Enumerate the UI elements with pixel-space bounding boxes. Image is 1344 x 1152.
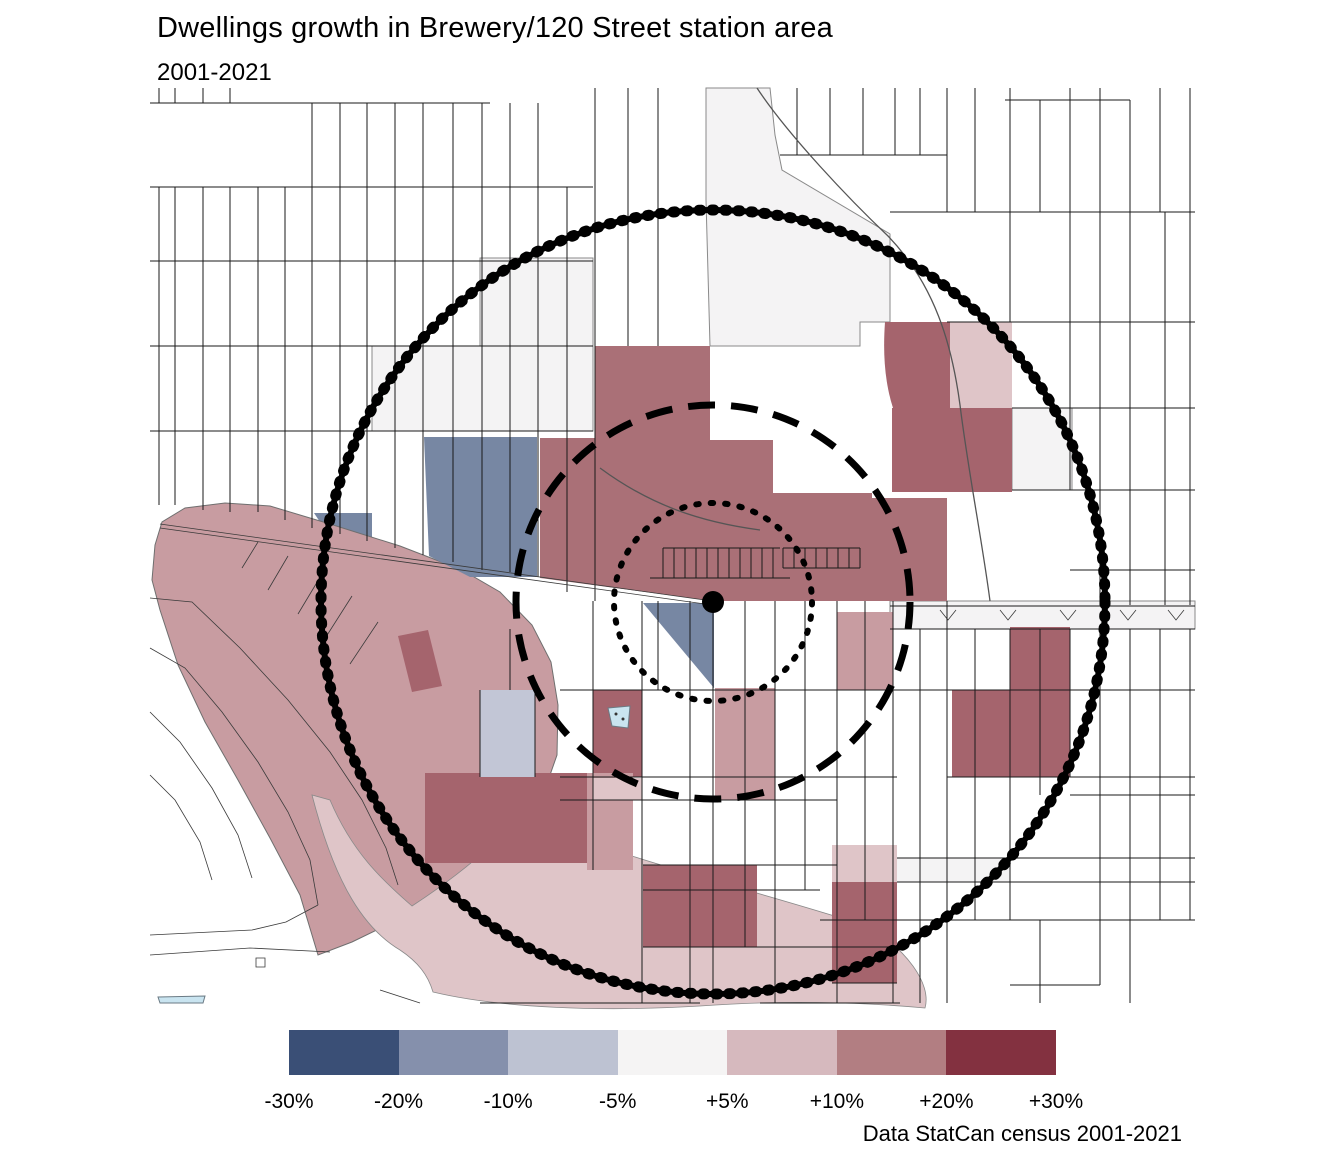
legend-swatch-3 (617, 1030, 728, 1075)
block-decline-large (424, 437, 537, 577)
outer-ring-bead-texture (315, 204, 1111, 1000)
legend-break-label: -20% (374, 1090, 424, 1113)
choropleth-legend (289, 1030, 1057, 1075)
pond-dot (621, 717, 625, 721)
legend-break-label: -30% (264, 1090, 314, 1113)
legend-break-label: +30% (1028, 1090, 1084, 1113)
block-strong-growth (593, 690, 642, 777)
block-strong-growth (643, 865, 757, 947)
legend-swatch-0 (289, 1030, 399, 1075)
legend-break-label: +5% (705, 1090, 749, 1113)
legend-swatch-2 (508, 1030, 618, 1075)
block-strong-growth (952, 690, 1070, 777)
block-strong-growth (398, 630, 442, 692)
legend-swatch-5 (836, 1030, 947, 1075)
block-decline-triangle (643, 603, 714, 688)
page-title: Dwellings growth in Brewery/120 Street s… (157, 12, 833, 44)
legend-break-label: -5% (599, 1090, 637, 1113)
inner-dotted-ring (611, 500, 815, 704)
legend-break-label: +10% (809, 1090, 864, 1113)
block-strong-growth (425, 773, 587, 863)
station-area-growth-region (540, 346, 947, 601)
page-subtitle: 2001-2021 (157, 59, 272, 86)
pond (607, 705, 631, 729)
block-strong-growth (884, 322, 950, 408)
legend-swatch-1 (398, 1030, 509, 1075)
station-marker (702, 591, 724, 613)
middle-dashed-ring (512, 401, 914, 803)
legend-break-label: +20% (919, 1090, 974, 1113)
legend-break-labels: -30% -20% -10% -5% +5% +10% +20% +30% (264, 1090, 1083, 1118)
legend-swatch-6 (946, 1030, 1057, 1075)
legend-break-label: -10% (483, 1090, 533, 1113)
creek-sliver (157, 995, 206, 1004)
station-rings (315, 204, 1111, 1000)
legend-swatch-4 (727, 1030, 837, 1075)
street-network (149, 87, 1195, 1004)
block-stable (479, 257, 594, 347)
data-attribution: Data StatCan census 2001-2021 (862, 1121, 1182, 1146)
block-strong-growth (892, 408, 1012, 492)
pond-dot (614, 712, 618, 716)
block-slight-decline (480, 690, 535, 777)
block-stable (889, 600, 1196, 630)
